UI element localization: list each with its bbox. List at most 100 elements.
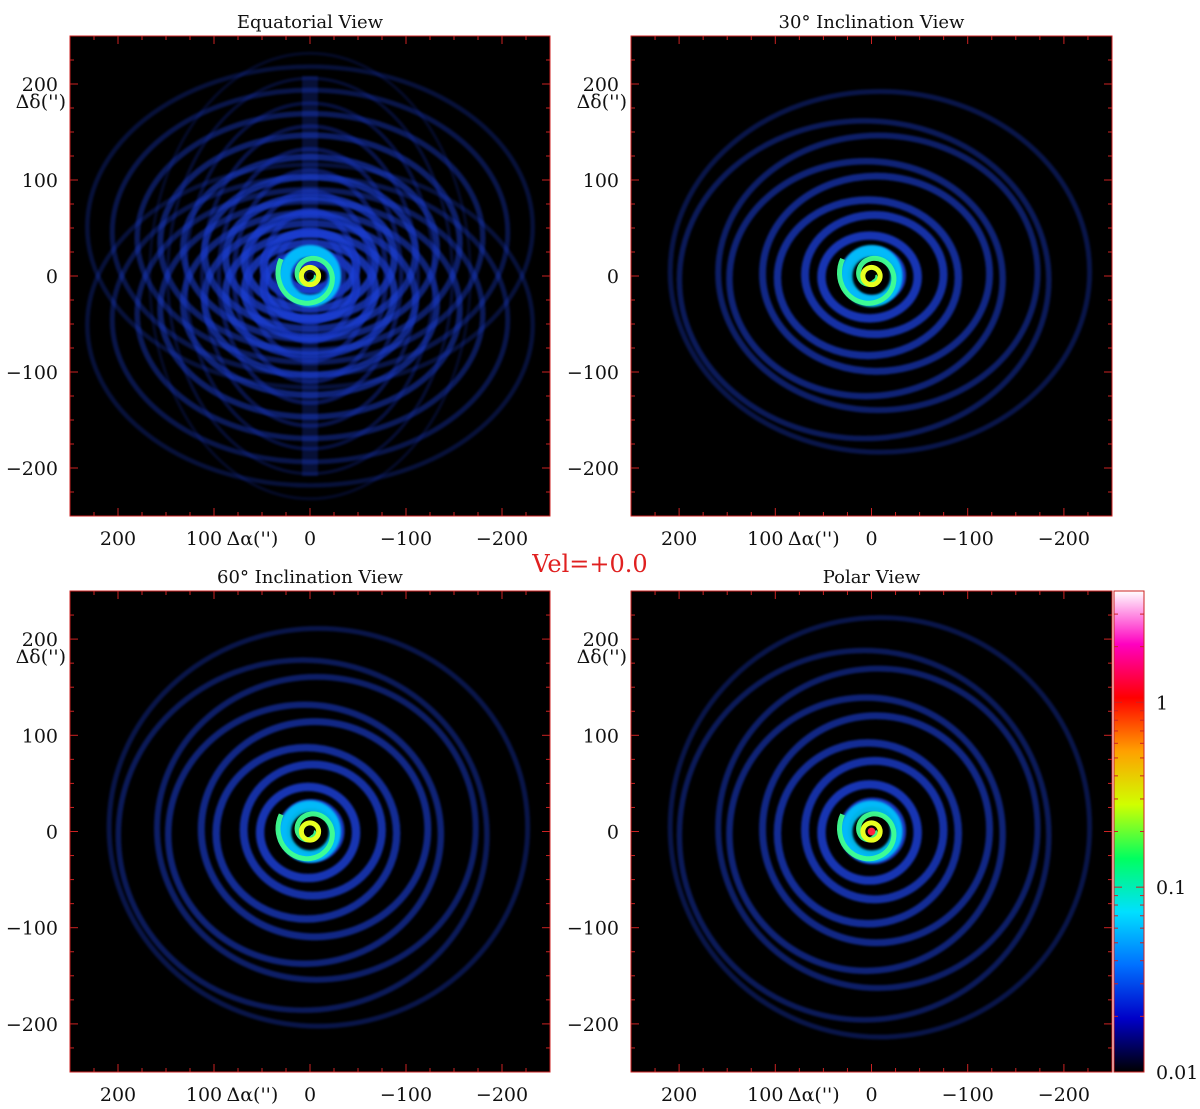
x-tick-label: 0 — [865, 1084, 877, 1106]
core-ring — [298, 820, 322, 843]
colorbar-tick-label: 1 — [1156, 692, 1168, 714]
y-tick-label: −200 — [567, 1014, 619, 1036]
x-tick-label: 100 — [186, 528, 222, 550]
shell-ring — [255, 782, 361, 883]
x-tick-label: −100 — [380, 1084, 432, 1106]
shell-ring — [817, 780, 922, 885]
x-tick-label: −100 — [942, 528, 994, 550]
shell-ring — [759, 172, 994, 375]
panel-title: 60° Inclination View — [217, 567, 403, 588]
shell-ring — [212, 743, 401, 923]
core-center — [867, 272, 876, 280]
x-tick-label: 200 — [661, 1084, 697, 1106]
y-tick-label: 200 — [583, 629, 619, 651]
core-center — [306, 827, 314, 836]
y-tick-label: 0 — [46, 266, 58, 288]
y-tick-label: 0 — [607, 266, 619, 288]
shell-ring — [773, 739, 963, 928]
x-tick-label: 200 — [661, 528, 697, 550]
shell-ring — [801, 756, 948, 904]
panel-4: Polar View 200 100 0 −100 −200 Δα('') 200 100 0 −1… — [567, 567, 1113, 1106]
x-tick-label: 0 — [304, 528, 316, 550]
intensity-map — [667, 615, 1093, 1040]
intensity-map — [106, 625, 531, 1029]
shell-arc — [148, 51, 472, 501]
shell-ring — [759, 712, 994, 947]
core-center — [867, 827, 876, 836]
panel-3: 60° Inclination View 200 100 0 −100 −200 Δα(''… — [6, 567, 551, 1106]
shell-ring — [197, 718, 432, 941]
core-ring — [298, 264, 322, 288]
x-tick-label: 200 — [100, 1084, 136, 1106]
panel-1: Equatorial View 200 100 0 −100 −200 Δα('') 200 1… — [6, 12, 551, 550]
shell-ring — [667, 88, 1093, 455]
shell-ring — [115, 657, 490, 1014]
intensity-map — [667, 88, 1093, 455]
x-tick-label: −200 — [1038, 528, 1090, 550]
shell-ring — [726, 158, 1006, 400]
y-axis-label: Δδ('') — [16, 91, 66, 113]
colorbar-tick-label: 0.1 — [1156, 877, 1186, 899]
y-tick-label: 200 — [22, 74, 58, 96]
x-tick-label: 0 — [304, 1084, 316, 1106]
intensity-map — [85, 51, 535, 501]
x-tick-label: 200 — [100, 528, 136, 550]
x-tick-label: −100 — [942, 1084, 994, 1106]
y-axis-label: Δδ('') — [577, 91, 627, 113]
x-axis-label: Δα('') — [226, 1084, 278, 1106]
velocity-label: Vel=+0.0 — [531, 550, 647, 578]
panels: Equatorial View 200 100 0 −100 −200 Δα('') 200 1… — [6, 12, 1113, 1106]
shell-ring — [817, 231, 922, 323]
y-tick-label: 100 — [583, 725, 619, 747]
colorbar-tick-label: 0.01 — [1156, 1062, 1198, 1084]
y-tick-label: −200 — [6, 1014, 58, 1036]
y-tick-label: −200 — [6, 458, 58, 480]
x-axis-label: Δα('') — [226, 528, 278, 550]
y-axis-label: Δδ('') — [16, 646, 66, 668]
colorbar-gradient — [1113, 590, 1145, 1073]
shell-ring — [726, 694, 1006, 975]
panel-title: 30° Inclination View — [779, 12, 965, 33]
y-tick-label: −100 — [6, 362, 58, 384]
y-tick-label: 0 — [607, 822, 619, 844]
x-tick-label: 100 — [747, 528, 783, 550]
y-tick-label: −100 — [567, 918, 619, 940]
x-axis-label: Δα('') — [788, 528, 840, 550]
y-tick-label: 100 — [22, 170, 58, 192]
core-ring — [860, 264, 883, 288]
y-tick-label: −100 — [567, 362, 619, 384]
x-tick-label: 100 — [186, 1084, 222, 1106]
y-tick-label: 100 — [22, 725, 58, 747]
x-tick-label: −200 — [476, 528, 528, 550]
y-tick-label: −200 — [567, 458, 619, 480]
x-tick-label: 100 — [747, 1084, 783, 1106]
shell-ring — [154, 673, 479, 983]
x-axis-label: Δα('') — [788, 1084, 840, 1106]
x-tick-label: −200 — [1038, 1084, 1090, 1106]
x-tick-label: 0 — [865, 528, 877, 550]
y-tick-label: 100 — [583, 170, 619, 192]
x-tick-label: −100 — [380, 528, 432, 550]
panel-title: Equatorial View — [237, 12, 384, 33]
shell-ring — [801, 211, 948, 339]
y-tick-label: 0 — [46, 822, 58, 844]
shell-ring — [239, 760, 386, 900]
core-ring — [860, 820, 883, 843]
x-tick-label: −200 — [476, 1084, 528, 1106]
shell-ring — [715, 132, 1041, 414]
y-tick-label: −100 — [6, 918, 58, 940]
panel-2: 30° Inclination View 200 100 0 −100 −200 Δα(''… — [567, 12, 1113, 550]
y-tick-label: 200 — [583, 74, 619, 96]
core-center — [306, 272, 314, 280]
colorbar: 1 0.1 0.01 — [1113, 590, 1198, 1084]
shell-ring — [715, 665, 1041, 991]
shell-ring — [106, 625, 531, 1029]
panel-title: Polar View — [823, 567, 921, 588]
shell-ring — [164, 701, 445, 967]
shell-ring — [676, 647, 1052, 1023]
shell-ring — [676, 118, 1052, 442]
shell-ring — [773, 196, 963, 360]
y-tick-label: 200 — [22, 629, 58, 651]
y-axis-label: Δδ('') — [577, 646, 627, 668]
